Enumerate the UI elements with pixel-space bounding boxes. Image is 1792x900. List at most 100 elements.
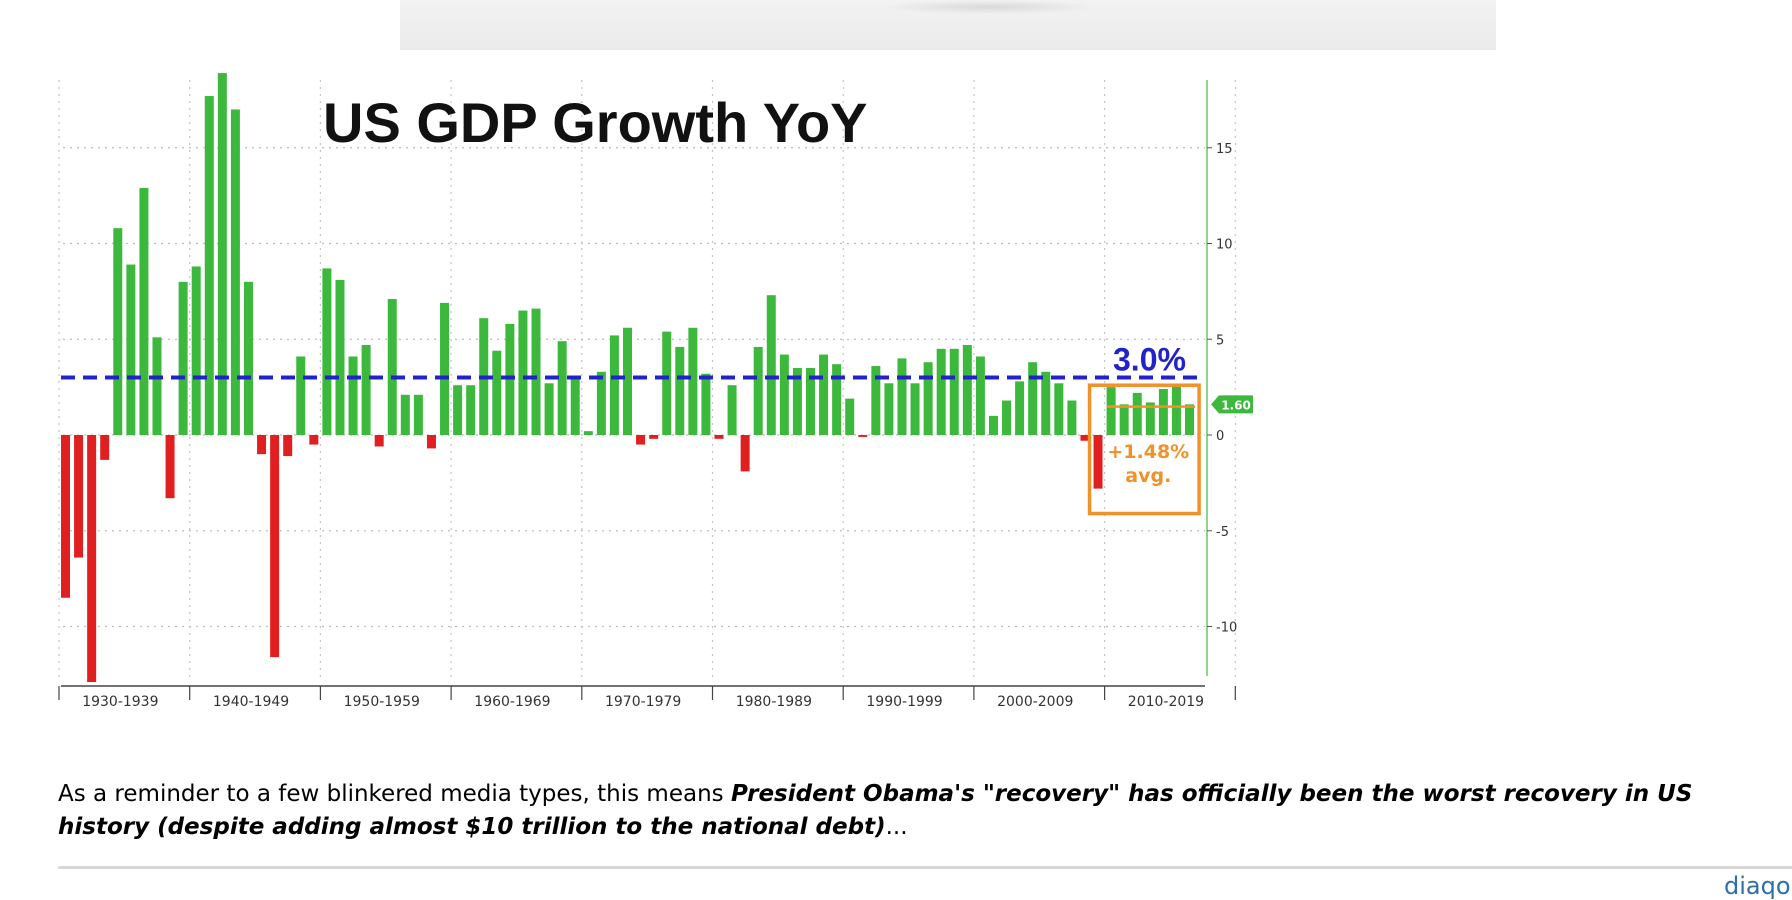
bar-2015	[1171, 385, 1181, 435]
bar-1969	[570, 375, 580, 435]
bar-1942	[217, 73, 227, 435]
bar-1954	[374, 435, 384, 447]
bar-1961	[466, 385, 476, 435]
chart-title: US GDP Growth YoY	[323, 91, 868, 154]
bar-1963	[492, 350, 502, 435]
bar-1976	[662, 331, 672, 435]
bar-1981	[727, 385, 737, 435]
bar-2007	[1067, 400, 1077, 435]
brand-logo-partial: diaqo	[1724, 872, 1791, 900]
bar-1993	[884, 383, 894, 435]
x-tick-label: 1930-1939	[82, 694, 158, 710]
bar-1953	[361, 344, 371, 435]
bar-2016	[1185, 404, 1195, 435]
x-tick-label: 1960-1969	[474, 694, 550, 710]
bar-2003	[1015, 381, 1025, 435]
bar-1966	[531, 308, 541, 435]
bar-1998	[949, 348, 959, 435]
reference-line-label: 3.0%	[1113, 342, 1186, 378]
bar-1965	[518, 310, 528, 435]
bar-1936	[139, 187, 149, 435]
bar-1977	[675, 346, 685, 435]
bar-1979	[701, 373, 711, 435]
bar-1943	[230, 109, 240, 435]
bar-2009	[1093, 435, 1103, 489]
bar-1994	[897, 358, 907, 435]
bar-1947	[283, 435, 293, 457]
bar-1935	[126, 264, 136, 435]
bar-2001	[988, 415, 998, 435]
bar-1968	[557, 341, 567, 435]
y-tick-label: 15	[1216, 142, 1233, 157]
bar-2008	[1080, 435, 1090, 441]
caption-paragraph: As a reminder to a few blinkered media t…	[58, 778, 1788, 844]
divider	[58, 866, 1792, 869]
bar-2006	[1054, 383, 1064, 435]
bar-1996	[923, 362, 933, 435]
y-tick-label: 10	[1216, 238, 1233, 253]
bar-1978	[688, 327, 698, 435]
bar-1982	[740, 435, 750, 472]
bar-1975	[649, 435, 659, 439]
bar-1941	[204, 96, 214, 436]
bar-1958	[426, 435, 436, 449]
bar-1967	[544, 383, 554, 435]
last-value-marker	[1211, 395, 1253, 414]
bar-1970	[583, 431, 593, 435]
caption-tail: ...	[885, 814, 908, 840]
bar-1987	[805, 367, 815, 435]
bar-1980	[714, 435, 724, 439]
bar-1944	[243, 281, 253, 435]
caption-lead: As a reminder to a few blinkered media t…	[58, 781, 731, 807]
bar-1945	[257, 435, 267, 455]
x-tick-label: 1970-1979	[605, 694, 681, 710]
bar-1989	[832, 364, 842, 435]
bar-2000	[975, 356, 985, 435]
bar-1950	[322, 268, 332, 435]
x-tick-label: 1940-1949	[213, 694, 289, 710]
bar-1973	[623, 327, 633, 435]
last-value-label: 1.60	[1221, 398, 1251, 412]
bar-1997	[936, 348, 946, 435]
bar-1960	[453, 385, 463, 435]
x-tick-label: 2000-2009	[997, 694, 1073, 710]
bar-1956	[400, 394, 410, 435]
reference-line-group: 3.0%	[61, 342, 1205, 380]
caption-emphasis: President Obama's "recovery" has officia…	[58, 781, 1693, 840]
bar-1951	[335, 279, 345, 435]
y-tick-label: 5	[1216, 333, 1224, 348]
highlight-box	[1087, 383, 1201, 516]
bar-1990	[845, 398, 855, 435]
bar-1931	[74, 435, 84, 558]
bar-1984	[766, 295, 776, 435]
bar-1972	[609, 335, 619, 435]
bar-1938	[165, 435, 175, 499]
average-label: +1.48%	[1107, 441, 1189, 463]
gdp-growth-chart: 3.0% +1.48%avg. 1930-1939 1940-1949 1950-1…	[58, 73, 1253, 710]
chart-axes: 1930-1939 1940-1949 1950-1959 1960-1969 1970…	[58, 80, 1253, 710]
bar-1983	[753, 346, 763, 435]
y-tick-label: -10	[1216, 621, 1237, 636]
y-tick-label: 0	[1216, 429, 1224, 444]
bar-1999	[962, 344, 972, 435]
bar-2004	[1028, 362, 1038, 435]
bar-1995	[910, 383, 920, 435]
bar-1974	[636, 435, 646, 445]
bar-1937	[152, 337, 162, 435]
bar-1939	[178, 281, 188, 435]
bar-2010	[1106, 387, 1116, 435]
bar-1955	[387, 299, 397, 435]
bar-1957	[413, 394, 423, 435]
bar-2002	[1002, 400, 1012, 435]
bar-1991	[858, 435, 868, 437]
bar-1933	[100, 435, 110, 460]
chart-bars	[61, 73, 1195, 683]
bar-1930	[61, 435, 70, 598]
bar-1940	[191, 266, 201, 435]
bar-1946	[270, 435, 280, 658]
bar-1948	[296, 356, 306, 435]
bar-1986	[792, 367, 802, 435]
chart-grid	[58, 80, 1236, 680]
bar-1932	[87, 435, 97, 683]
bar-1985	[779, 354, 789, 435]
